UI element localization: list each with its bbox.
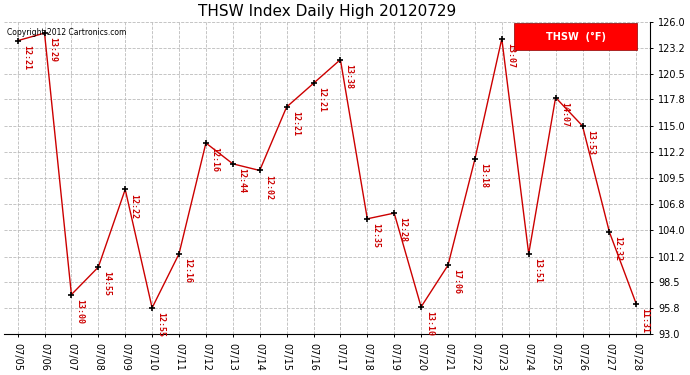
Text: 12:21: 12:21 (317, 87, 326, 112)
Text: 12:21: 12:21 (22, 45, 31, 70)
Text: 13:00: 13:00 (76, 299, 85, 324)
Text: 12:28: 12:28 (398, 217, 407, 242)
Text: 13:53: 13:53 (586, 130, 595, 155)
Text: 12:16: 12:16 (210, 147, 219, 172)
Text: 12:44: 12:44 (237, 168, 246, 193)
Text: 12:21: 12:21 (290, 111, 299, 136)
Text: 13:07: 13:07 (506, 43, 515, 68)
Text: 11:31: 11:31 (640, 308, 649, 333)
FancyBboxPatch shape (514, 23, 637, 50)
Text: 14:07: 14:07 (560, 102, 569, 127)
Text: THSW  (°F): THSW (°F) (546, 32, 606, 42)
Text: 12:02: 12:02 (264, 175, 273, 200)
Text: 13:51: 13:51 (533, 258, 542, 283)
Text: 13:18: 13:18 (479, 163, 488, 188)
Text: 13:29: 13:29 (49, 37, 58, 62)
Text: 13:38: 13:38 (344, 64, 353, 89)
Text: 12:16: 12:16 (183, 258, 193, 283)
Text: 12:32: 12:32 (613, 236, 622, 261)
Text: 14:55: 14:55 (103, 271, 112, 296)
Text: 12:35: 12:35 (371, 223, 380, 248)
Text: 12:22: 12:22 (130, 194, 139, 219)
Text: Copyright 2012 Cartronics.com: Copyright 2012 Cartronics.com (8, 28, 127, 37)
Text: 13:10: 13:10 (425, 311, 434, 336)
Title: THSW Index Daily High 20120729: THSW Index Daily High 20120729 (198, 4, 456, 19)
Text: 17:06: 17:06 (452, 269, 461, 294)
Text: 12:55: 12:55 (156, 312, 166, 337)
